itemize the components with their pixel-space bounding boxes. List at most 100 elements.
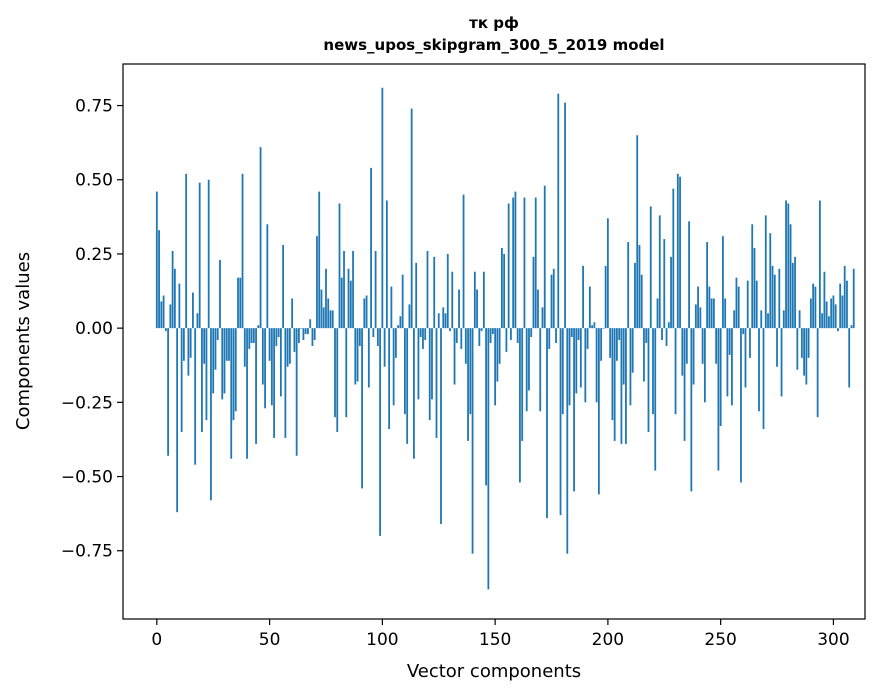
bar-145 [482,271,485,329]
bar-4 [164,328,167,332]
bar-264 [751,224,754,329]
bar-183 [568,328,571,406]
bar-124 [435,328,438,438]
bar-0 [155,191,158,329]
bar-279 [785,200,787,329]
bar-109 [401,274,404,329]
bar-55 [279,328,282,397]
bar-27 [216,328,219,341]
bar-15 [189,328,192,358]
bar-144 [480,328,483,332]
bar-273 [771,265,774,329]
bar-231 [676,173,679,329]
bar-45 [257,325,260,329]
bar-272 [769,233,772,329]
bar-170 [539,328,542,412]
bar-199 [604,265,607,329]
bar-246 [710,298,713,329]
bar-7 [171,250,174,329]
bar-270 [764,215,767,329]
bar-99 [379,328,381,536]
bar-149 [491,328,494,335]
bar-203 [613,328,616,441]
bar-155 [505,328,508,352]
bar-290 [809,298,812,329]
bar-222 [656,298,659,329]
bar-110 [404,328,406,415]
bar-65 [302,328,305,341]
bar-294 [818,200,821,329]
bar-18 [196,313,199,329]
bar-50 [268,328,271,361]
bar-187 [577,328,580,341]
bar-96 [372,328,375,338]
bar-1 [158,230,160,329]
bar-73 [320,289,323,329]
bar-92 [363,298,366,329]
bar-158 [512,197,515,329]
bar-5 [167,328,169,456]
bar-69 [311,328,314,346]
bar-262 [746,280,749,329]
bar-160 [516,328,519,343]
bar-41 [248,328,251,349]
bar-195 [595,328,598,403]
bar-122 [431,328,433,400]
bar-89 [356,328,359,382]
bar-154 [503,253,506,329]
bar-23 [207,179,210,329]
bar-281 [789,224,792,329]
bar-282 [791,262,794,329]
bar-220 [652,328,654,415]
bar-61 [293,328,296,352]
bar-72 [318,191,321,329]
x-tick-label: 250 [704,630,736,650]
bar-198 [602,328,605,329]
bar-224 [661,328,663,341]
bar-177 [555,328,557,343]
bar-255 [731,328,733,406]
bar-150 [494,328,497,406]
bar-11 [180,328,183,433]
bar-16 [192,292,194,329]
bar-82 [340,277,343,329]
bar-75 [325,268,327,329]
bar-139 [469,328,472,415]
bar-304 [841,295,844,329]
bar-120 [426,250,429,329]
bar-260 [742,328,745,335]
bar-100 [381,87,384,329]
bar-256 [733,310,736,329]
bar-283 [794,256,796,329]
bar-191 [586,328,589,349]
bar-32 [228,328,230,361]
bar-21 [203,328,206,364]
bar-37 [239,277,242,329]
x-tick-label: 300 [817,630,849,650]
bar-287 [803,328,805,376]
bar-2 [160,301,163,329]
bar-98 [376,328,379,346]
bar-202 [611,328,614,421]
y-tick-label: −0.75 [61,542,113,562]
bar-168 [534,197,537,329]
bar-300 [832,295,835,329]
bar-179 [559,328,562,516]
bar-132 [453,328,456,385]
bar-200 [606,218,609,329]
bar-36 [237,277,239,329]
bar-112 [408,304,411,329]
bar-169 [537,289,539,329]
bar-68 [309,319,312,329]
bar-33 [230,328,233,459]
bar-62 [295,328,298,456]
bar-266 [755,280,758,329]
bar-159 [514,191,517,329]
bar-152 [498,328,501,364]
bar-196 [597,328,600,495]
bar-104 [390,286,393,329]
bar-125 [437,313,440,329]
bar-216 [643,328,645,382]
bar-253 [726,328,729,397]
bar-162 [521,328,524,441]
